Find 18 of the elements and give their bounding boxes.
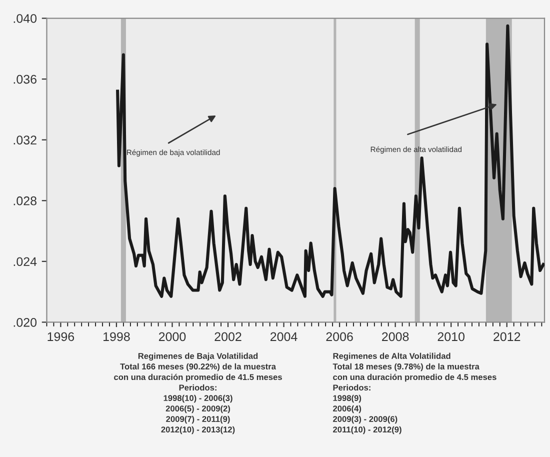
line-series	[116, 24, 544, 298]
x-tick-label: 2010	[438, 332, 464, 342]
x-tick-label: 2004	[270, 332, 298, 342]
x-tick-label: 2006	[326, 332, 353, 342]
y-tick-label: .028	[14, 196, 36, 206]
x-tick-label: 2002	[214, 332, 242, 342]
y-tick-label: .032	[14, 136, 36, 144]
y-tick-label: .036	[14, 74, 36, 84]
text: Regimenes de Baja Volatilidad Total 166 meses (90.22%) de la muestra con una duración promedio de 41.5 meses Periodos: 1998(10) - 2006(3) 2006(5) - 2009(2) 2009(7) - 2011(9) 2012(10) - 2013(12)	[114, 352, 282, 434]
text: Regimenes de Alta Volatilidad Total 18 meses (9.78%) de la muestra con una duración promedio de 4.5 meses Periodos: 1998(9) 2006(4) 2009(3) - 2009(6) 2011(10) - 2012(9)	[332, 352, 496, 434]
y-tick-label: .040	[14, 14, 37, 23]
x-tick-label: 2000	[158, 332, 186, 342]
y-tick-label: .024	[14, 257, 37, 266]
y-tick-label: .020	[14, 318, 37, 327]
x-tick-label: 1996	[48, 332, 74, 342]
x-tick-label: 2008	[382, 332, 409, 342]
x-tick-label: 2012	[494, 332, 520, 342]
x-tick-label: 1998	[104, 332, 130, 342]
